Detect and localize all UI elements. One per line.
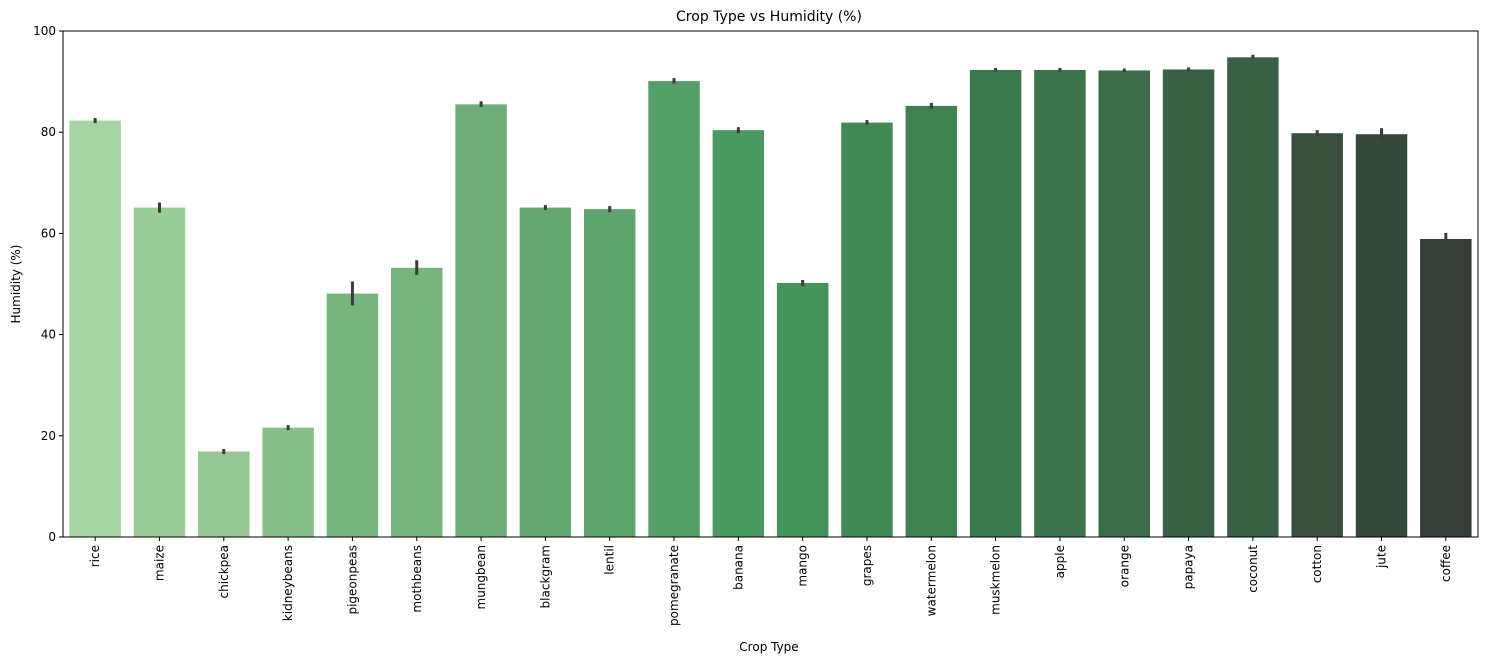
bar-blackgram <box>519 207 572 537</box>
bar-mothbeans <box>391 267 443 537</box>
bars-group <box>69 57 1472 538</box>
x-axis: rice maize chickpea kidneybeans pigeonpeas mo… <box>88 537 1453 626</box>
x-tick-label: lentil <box>603 545 617 575</box>
bar-banana <box>712 130 765 537</box>
chart-title: Crop Type vs Humidity (%) <box>676 9 862 25</box>
x-tick-label: mothbeans <box>410 545 424 613</box>
bar-maize <box>133 207 186 537</box>
bar-mungbean <box>455 104 507 538</box>
bar-chickpea <box>198 451 250 537</box>
x-tick-label: orange <box>1117 545 1131 587</box>
x-tick-label: pigeonpeas <box>345 545 359 615</box>
bar-orange <box>1098 70 1150 537</box>
bar-pigeonpeas <box>326 293 379 537</box>
x-tick-label: grapes <box>860 545 874 586</box>
x-tick-label: coffee <box>1439 545 1453 582</box>
y-tick-label: 40 <box>41 328 56 342</box>
x-tick-label: jute <box>1375 545 1389 569</box>
y-tick-label: 100 <box>33 24 56 38</box>
y-tick-label: 20 <box>41 429 56 443</box>
bar-apple <box>1034 69 1086 537</box>
bar-lentil <box>583 209 636 537</box>
error-bars-group <box>93 54 1448 455</box>
x-tick-label: mungbean <box>474 545 488 609</box>
x-axis-label: Crop Type <box>739 640 798 654</box>
plot-area-frame <box>62 30 1479 538</box>
bar-cotton <box>1291 133 1343 537</box>
x-tick-label: rice <box>88 545 102 567</box>
x-tick-label: mango <box>796 545 810 587</box>
bar-grapes <box>841 122 893 537</box>
y-tick-label: 80 <box>41 125 56 139</box>
bar-mango <box>776 282 829 537</box>
y-axis: 0 20 40 60 80 100 <box>33 24 63 544</box>
bar-papaya <box>1162 69 1215 538</box>
x-tick-label: pomegranate <box>667 545 681 626</box>
x-tick-label: muskmelon <box>989 545 1003 615</box>
x-tick-label: coconut <box>1246 545 1260 593</box>
bar-pomegranate <box>648 81 700 538</box>
x-tick-label: kidneybeans <box>281 545 295 621</box>
x-tick-label: banana <box>731 545 745 590</box>
x-tick-label: cotton <box>1310 545 1324 583</box>
y-tick-label: 60 <box>41 226 56 240</box>
x-tick-label: blackgram <box>538 545 552 608</box>
bar-muskmelon <box>969 69 1022 537</box>
x-tick-label: maize <box>152 545 166 581</box>
bar-coconut <box>1227 57 1279 537</box>
x-tick-label: papaya <box>1182 545 1196 589</box>
bar-rice <box>69 120 121 537</box>
x-tick-label: apple <box>1053 545 1067 578</box>
y-axis-label: Humidity (%) <box>9 245 23 324</box>
bar-watermelon <box>905 105 958 537</box>
x-tick-label: watermelon <box>924 545 938 616</box>
bar-kidneybeans <box>262 427 314 537</box>
bar-jute <box>1355 134 1408 537</box>
y-tick-label: 0 <box>48 530 56 544</box>
x-tick-label: chickpea <box>217 545 231 598</box>
bar-coffee <box>1420 238 1472 537</box>
